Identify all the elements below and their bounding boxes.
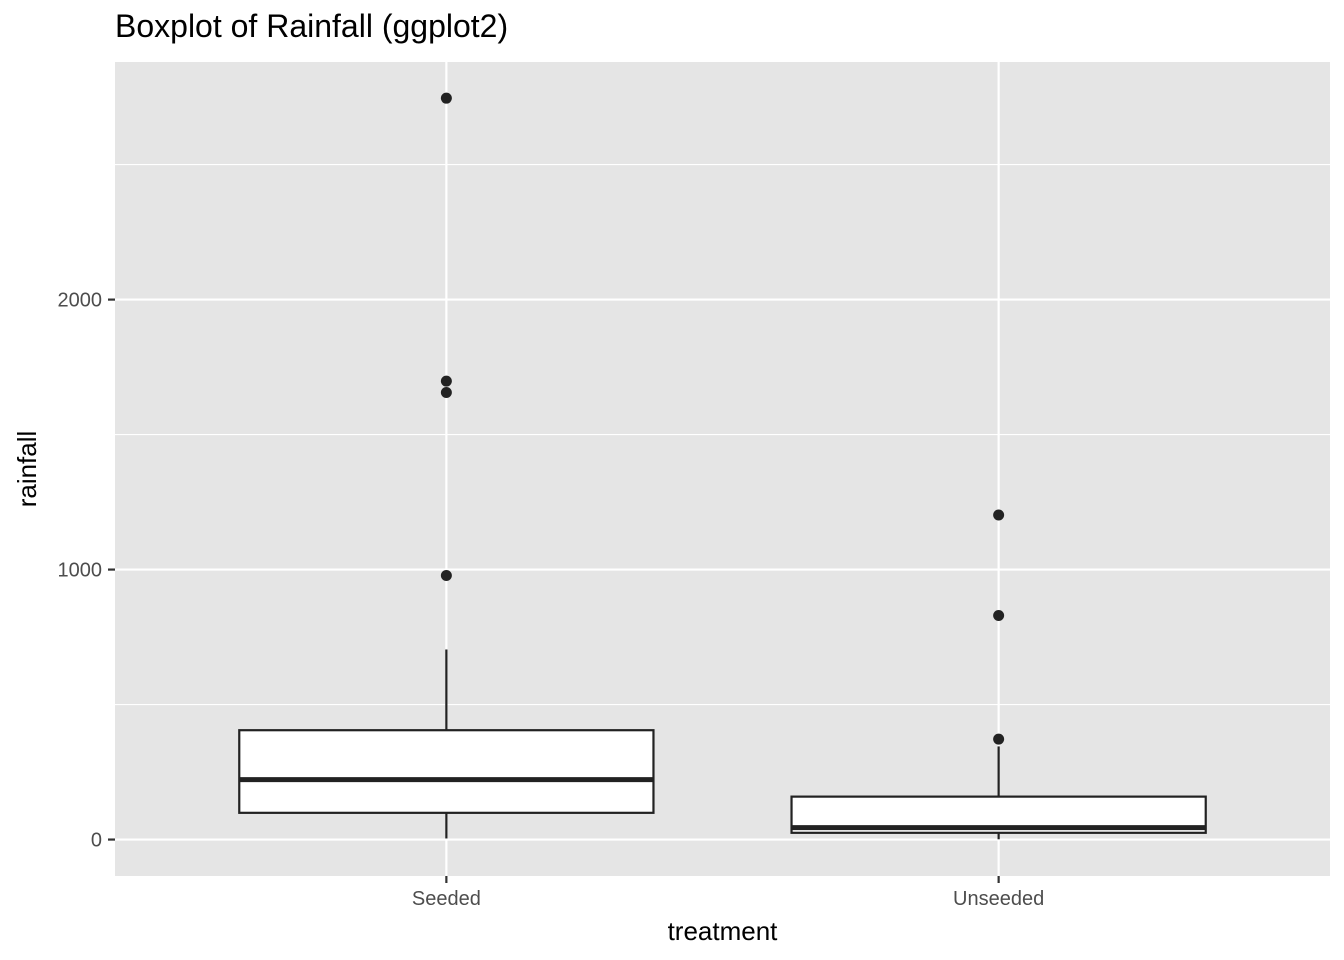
box-seeded — [238, 92, 655, 839]
outlier-point — [440, 386, 452, 398]
boxes — [238, 92, 1207, 840]
outlier-point — [993, 609, 1005, 621]
outlier-point — [440, 92, 452, 104]
outlier-point — [440, 375, 452, 387]
outlier-point — [993, 733, 1005, 745]
y-axis: 0 1000 2000 — [58, 290, 115, 852]
y-tick-label: 2000 — [58, 290, 103, 312]
outlier-point — [993, 509, 1005, 521]
y-axis-title: rainfall — [12, 431, 42, 508]
outlier-point — [440, 570, 452, 582]
x-axis: Seeded Unseeded — [412, 876, 1044, 910]
y-tick-label: 0 — [91, 830, 102, 852]
box-iqr — [238, 729, 655, 814]
x-axis-title: treatment — [668, 916, 779, 946]
x-tick-label: Unseeded — [953, 888, 1044, 910]
box-unseeded — [790, 509, 1207, 840]
chart-title: Boxplot of Rainfall (ggplot2) — [115, 8, 509, 44]
x-tick-label: Seeded — [412, 888, 481, 910]
y-tick-label: 1000 — [58, 560, 103, 582]
minor-gridlines — [115, 164, 1330, 706]
